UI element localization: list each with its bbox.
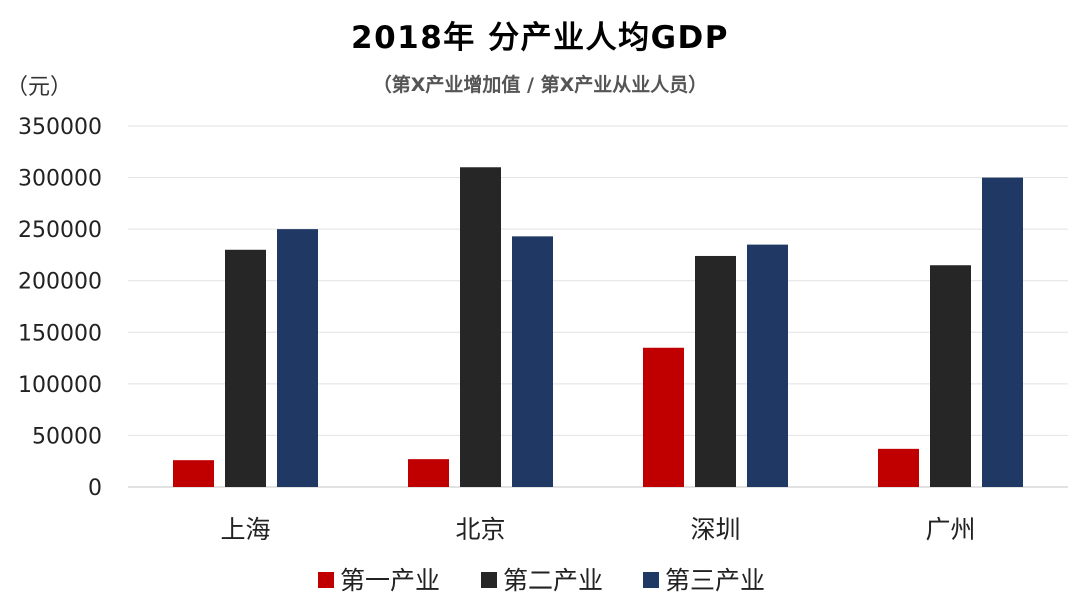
legend-swatch [318, 572, 334, 588]
y-axis-ticks: 0 50000 100000 150000 200000 250000 300000 3500… [18, 115, 102, 501]
x-axis-ticks: 上海 北京 深圳 广州 [220, 515, 975, 544]
y-tick-label: 350000 [18, 115, 102, 140]
bar-北京-第三产业 [512, 236, 553, 487]
legend-swatch [643, 572, 659, 588]
y-tick-label: 50000 [32, 424, 102, 449]
bar-深圳-第二产业 [695, 255, 736, 487]
y-axis-unit-label: （元） [6, 75, 72, 100]
legend-label: 第三产业 [665, 566, 765, 595]
chart-subtitle: （第X产业增加值 / 第X产业从业人员） [373, 73, 707, 96]
legend-swatch [481, 572, 497, 588]
legend-label: 第二产业 [503, 566, 603, 595]
bar-北京-第二产业 [460, 167, 501, 487]
y-tick-label: 0 [88, 476, 102, 501]
y-tick-label: 100000 [18, 373, 102, 398]
legend-item-第二产业: 第二产业 [481, 566, 603, 595]
gridlines [128, 125, 1068, 488]
y-tick-label: 300000 [18, 167, 102, 192]
bar-广州-第二产业 [930, 265, 971, 487]
legend-item-第三产业: 第三产业 [643, 566, 765, 595]
x-tick-label: 深圳 [690, 515, 740, 544]
x-tick-label: 北京 [455, 515, 505, 544]
y-tick-label: 250000 [18, 218, 102, 243]
bar-上海-第三产业 [277, 229, 318, 487]
bar-深圳-第三产业 [747, 244, 788, 487]
bar-上海-第二产业 [225, 249, 266, 487]
bar-上海-第一产业 [173, 460, 214, 487]
x-tick-label: 上海 [220, 515, 270, 544]
y-tick-label: 200000 [18, 270, 102, 295]
bars [173, 167, 1023, 488]
chart-title: 2018年 分产业人均GDP [351, 20, 729, 56]
legend: 第一产业 第二产业 第三产业 [318, 566, 765, 595]
bar-广州-第一产业 [878, 448, 919, 487]
x-tick-label: 广州 [925, 515, 975, 544]
bar-广州-第三产业 [982, 177, 1023, 488]
bar-深圳-第一产业 [643, 347, 684, 487]
legend-item-第一产业: 第一产业 [318, 566, 440, 595]
legend-label: 第一产业 [340, 566, 440, 595]
bar-北京-第一产业 [408, 459, 449, 487]
y-tick-label: 150000 [18, 321, 102, 346]
